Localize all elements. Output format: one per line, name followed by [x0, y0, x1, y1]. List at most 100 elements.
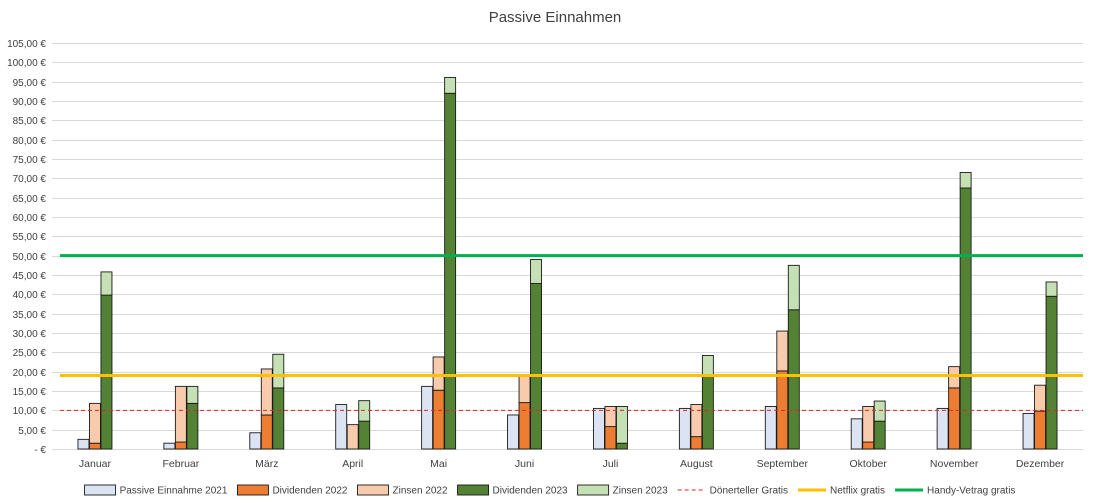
y-tick-label-65: 65,00 € — [13, 194, 47, 205]
chart-title: Passive Einnahmen — [489, 9, 622, 26]
bar-zinsen-2023-maerz — [272, 353, 285, 389]
bar-zinsen-2023-april — [358, 400, 371, 422]
y-tick-label-40: 40,00 € — [13, 290, 47, 301]
legend-label: Netflix gratis — [830, 486, 885, 497]
y-tick-label-85: 85,00 € — [13, 116, 47, 127]
y-tick-label-25: 25,00 € — [13, 348, 47, 359]
bar-passive-einnahme-2021-april — [335, 404, 348, 450]
y-axis-ticks: - € 5,00 € 10,00 € 15,00 € 20,00 € 25,00 € 30,… — [7, 39, 46, 456]
y-tick-label-5: 5,00 € — [18, 426, 46, 437]
y-tick-label-55: 55,00 € — [13, 232, 47, 243]
bar-zinsen-2023-mai — [444, 76, 457, 94]
y-tick-label-45: 45,00 € — [13, 271, 47, 282]
bar-dividenden-2023-maerz — [272, 387, 285, 450]
legend-item-zinsen-2023: Zinsen 2023 — [577, 484, 668, 497]
y-tick-label-35: 35,00 € — [13, 310, 47, 321]
bar-group-juli — [593, 406, 628, 450]
bar-passive-einnahme-2021-oktober — [850, 418, 863, 450]
bar-passive-einnahme-2021-dezember — [1022, 412, 1035, 450]
legend-label: Passive Einnahme 2021 — [120, 486, 228, 497]
bar-zinsen-2022-juni — [518, 375, 531, 404]
legend-label: Dividenden 2022 — [272, 486, 347, 497]
bar-group-maerz — [249, 353, 285, 450]
bar-zinsen-2022-oktober — [862, 406, 875, 443]
bar-zinsen-2022-september — [776, 330, 789, 372]
x-tick-label-januar: Januar — [79, 458, 112, 470]
bar-zinsen-2023-januar — [100, 271, 113, 296]
bar-dividenden-2022-november — [948, 387, 961, 450]
y-tick-label-100: 100,00 € — [7, 58, 46, 69]
bar-passive-einnahme-2021-august — [678, 407, 691, 450]
legend-item-dividenden-2023: Dividenden 2023 — [457, 484, 568, 497]
legend-label: Dönerteller Gratis — [710, 486, 788, 497]
y-tick-label-105: 105,00 € — [7, 39, 46, 50]
bar-dividenden-2022-juni — [518, 402, 531, 450]
legend-swatch — [84, 484, 117, 496]
y-tick-label-0: - € — [34, 445, 46, 456]
x-tick-label-mai: Mai — [430, 458, 447, 470]
bar-zinsen-2022-august — [690, 404, 703, 438]
bar-dividenden-2022-juli — [604, 426, 617, 450]
legend-swatch — [236, 484, 269, 496]
bar-group-oktober — [850, 400, 886, 450]
legend-swatch — [577, 484, 610, 496]
bar-passive-einnahme-2021-maerz — [249, 432, 262, 450]
bar-passive-einnahme-2021-november — [936, 407, 949, 450]
x-tick-label-maerz: März — [255, 458, 278, 470]
bar-group-august — [678, 354, 714, 450]
y-tick-label-15: 15,00 € — [13, 387, 47, 398]
bar-zinsen-2023-oktober — [873, 400, 886, 422]
bar-zinsen-2023-dezember — [1045, 281, 1058, 297]
bar-dividenden-2023-juni — [530, 283, 542, 450]
bar-zinsen-2023-september — [787, 264, 800, 311]
legend-item-passive-einnahme-2021: Passive Einnahme 2021 — [84, 484, 228, 497]
bar-dividenden-2023-april — [358, 420, 371, 450]
bar-dividenden-2022-februar — [174, 441, 187, 450]
x-tick-label-november: November — [930, 458, 979, 470]
y-tick-label-50: 50,00 € — [13, 252, 47, 263]
x-tick-label-april: April — [342, 458, 363, 470]
bar-zinsen-2022-mai — [432, 356, 445, 391]
bar-passive-einnahme-2021-juli — [593, 407, 605, 450]
bar-dividenden-2023-mai — [444, 92, 457, 450]
legend: Passive Einnahme 2021 Dividenden 2022 Zins… — [84, 484, 1015, 497]
legend-item-dividenden-2022: Dividenden 2022 — [236, 484, 348, 497]
bar-zinsen-2022-juli — [604, 406, 617, 428]
bar-zinsen-2023-august — [701, 354, 714, 376]
bar-group-mai — [421, 76, 457, 450]
x-tick-label-juni: Juni — [515, 458, 534, 470]
legend-label: Zinsen 2022 — [393, 486, 448, 497]
x-tick-label-oktober: Oktober — [850, 458, 888, 470]
bar-zinsen-2023-februar — [186, 385, 199, 404]
bar-zinsen-2022-januar — [89, 402, 101, 444]
bar-passive-einnahme-2021-februar — [163, 442, 176, 450]
bar-passive-einnahme-2021-mai — [421, 385, 434, 450]
bar-dividenden-2022-oktober — [862, 441, 875, 450]
y-tick-label-60: 60,00 € — [13, 213, 47, 224]
bar-dividenden-2023-september — [787, 309, 800, 450]
bar-dividenden-2022-dezember — [1034, 410, 1046, 450]
bar-layer — [77, 76, 1058, 450]
reference-lines — [60, 254, 1083, 411]
bar-zinsen-2022-dezember — [1034, 384, 1046, 412]
y-tick-label-95: 95,00 € — [13, 78, 47, 89]
x-tick-label-dezember: Dezember — [1016, 458, 1065, 470]
bar-group-juni — [507, 259, 542, 450]
legend-label: Dividenden 2023 — [493, 486, 568, 497]
y-tick-label-10: 10,00 € — [13, 406, 47, 417]
x-tick-label-februar: Februar — [162, 458, 199, 470]
x-tick-label-juli: Juli — [603, 458, 619, 470]
legend-item-doenerteller-gratis: Dönerteller Gratis — [677, 486, 788, 497]
x-tick-label-august: August — [680, 458, 713, 470]
x-axis-categories: Januar Februar März April Mai Juni Juli August S… — [79, 458, 1065, 470]
bar-group-september — [764, 264, 800, 450]
bar-zinsen-2022-april — [346, 424, 359, 450]
bar-dividenden-2022-maerz — [260, 414, 273, 450]
bar-zinsen-2023-juni — [530, 259, 542, 284]
legend-swatch — [457, 484, 489, 496]
bar-group-dezember — [1022, 281, 1058, 450]
bar-dividenden-2023-oktober — [873, 420, 886, 450]
bar-zinsen-2022-februar — [174, 385, 187, 443]
bar-zinsen-2022-maerz — [260, 368, 273, 416]
